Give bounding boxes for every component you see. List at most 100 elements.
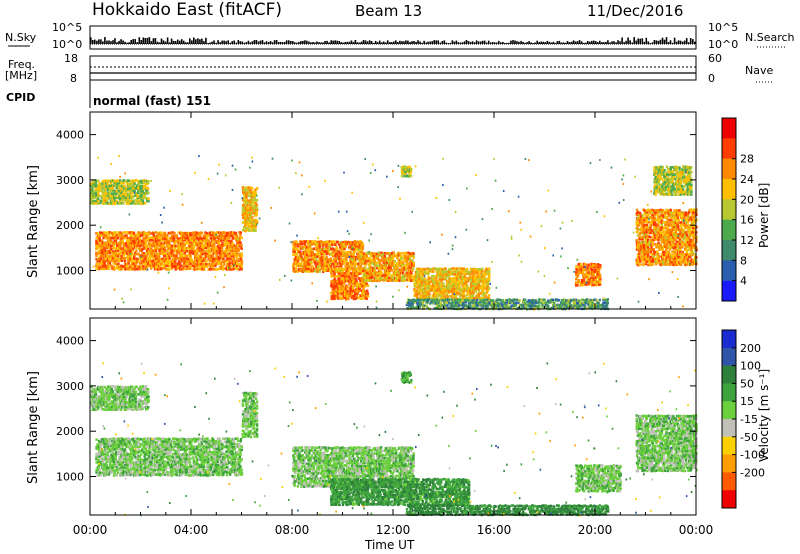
heatmap-cell [315, 270, 319, 274]
heatmap-cell [108, 246, 111, 250]
heatmap-cell [383, 264, 386, 267]
heatmap-cell [177, 260, 181, 263]
heatmap-cell [361, 242, 365, 246]
heatmap-cell [433, 296, 437, 300]
heatmap-cell [487, 279, 491, 283]
heatmap-cell [333, 258, 336, 261]
heatmap-cell [183, 243, 186, 247]
heatmap-cell [527, 299, 530, 302]
nsky-bar [607, 40, 609, 44]
heatmap-cell [351, 285, 355, 288]
heatmap-cell [344, 291, 347, 295]
heatmap-cell [419, 285, 422, 288]
heatmap-cell [236, 247, 239, 250]
heatmap-cell [142, 196, 146, 200]
heatmap-cell [352, 276, 355, 280]
heatmap-cell [90, 199, 93, 203]
heatmap-cell [128, 182, 132, 186]
heatmap-cell [350, 254, 353, 258]
heatmap-cell [413, 284, 417, 288]
heatmap-cell [140, 267, 144, 270]
nsky-bar [191, 40, 193, 44]
heatmap-cell [300, 247, 303, 251]
heatmap-cell [360, 267, 363, 271]
heatmap-cell [431, 274, 435, 278]
heatmap-cell [312, 267, 315, 271]
heatmap-cell [180, 242, 183, 245]
nsky-bar [546, 40, 549, 44]
heatmap-cell [206, 242, 209, 245]
heatmap-cell [359, 271, 363, 275]
heatmap-cell [247, 226, 250, 230]
heatmap-cell [242, 213, 246, 217]
heatmap-cell [127, 262, 130, 265]
nsky-bar [524, 42, 526, 44]
heatmap-cell [406, 262, 410, 265]
heatmap-cell [241, 209, 245, 212]
heatmap-cell [366, 294, 370, 298]
heatmap-cell [125, 242, 128, 245]
heatmap-cell [336, 275, 340, 278]
nsky-bar [312, 42, 314, 44]
heatmap-cell [218, 237, 222, 240]
nsky-bar [334, 40, 336, 44]
heatmap-cell [420, 269, 423, 273]
heatmap-cell [121, 251, 125, 255]
nsky-bar [631, 42, 633, 44]
heatmap-cell [125, 249, 128, 253]
heatmap-cell [95, 267, 98, 271]
nsky-bar [209, 42, 211, 44]
heatmap-cell [453, 268, 456, 271]
nsky-bar [671, 42, 674, 44]
heatmap-cell [482, 287, 485, 290]
heatmap-cell [344, 245, 347, 248]
heatmap-cell [140, 249, 144, 252]
heatmap-cell [110, 259, 113, 262]
nsky-bar [259, 40, 262, 44]
heatmap-cell [354, 270, 358, 273]
heatmap-cell [377, 251, 380, 254]
nsky-bar [350, 40, 353, 44]
heatmap-cell [428, 268, 431, 271]
heatmap-cell [340, 250, 343, 254]
nsky-bar [92, 40, 94, 44]
heatmap-cell [294, 262, 297, 266]
heatmap-cell [182, 256, 185, 260]
heatmap-cell [254, 208, 258, 212]
heatmap-cell [354, 260, 357, 263]
nsky-bar [641, 38, 644, 44]
heatmap-cell [161, 252, 164, 256]
heatmap-cell [374, 257, 377, 260]
nsky-bar [197, 38, 199, 44]
nsky-bar [354, 40, 357, 44]
heatmap-cell [99, 262, 103, 265]
heatmap-cell [472, 301, 475, 305]
heatmap-cell [231, 259, 234, 263]
heatmap-cell [369, 266, 373, 269]
heatmap-cell [555, 306, 558, 310]
heatmap-cell [177, 239, 180, 243]
heatmap-cell [94, 179, 98, 182]
heatmap-cell [142, 191, 146, 195]
heatmap-cell [192, 244, 196, 248]
heatmap-cell [411, 259, 414, 262]
heatmap-cell [517, 301, 520, 305]
heatmap-cell [164, 234, 168, 237]
heatmap-cell [351, 282, 355, 285]
heatmap-cell [247, 221, 250, 225]
nsky-bar [558, 40, 561, 44]
nsky-bar [395, 40, 397, 44]
heatmap-cell [152, 234, 156, 237]
heatmap-cell [245, 186, 248, 190]
heatmap-cell [248, 194, 252, 197]
heatmap-cell [163, 254, 166, 258]
heatmap-cell [340, 267, 343, 271]
heatmap-cell [384, 264, 387, 267]
heatmap-cell [528, 299, 532, 302]
nsky-bar [421, 42, 423, 44]
heatmap-cell [204, 234, 207, 237]
heatmap-cell [302, 245, 305, 249]
heatmap-cell [256, 187, 259, 190]
heatmap-cell [198, 244, 201, 247]
heatmap-cell [497, 302, 500, 305]
